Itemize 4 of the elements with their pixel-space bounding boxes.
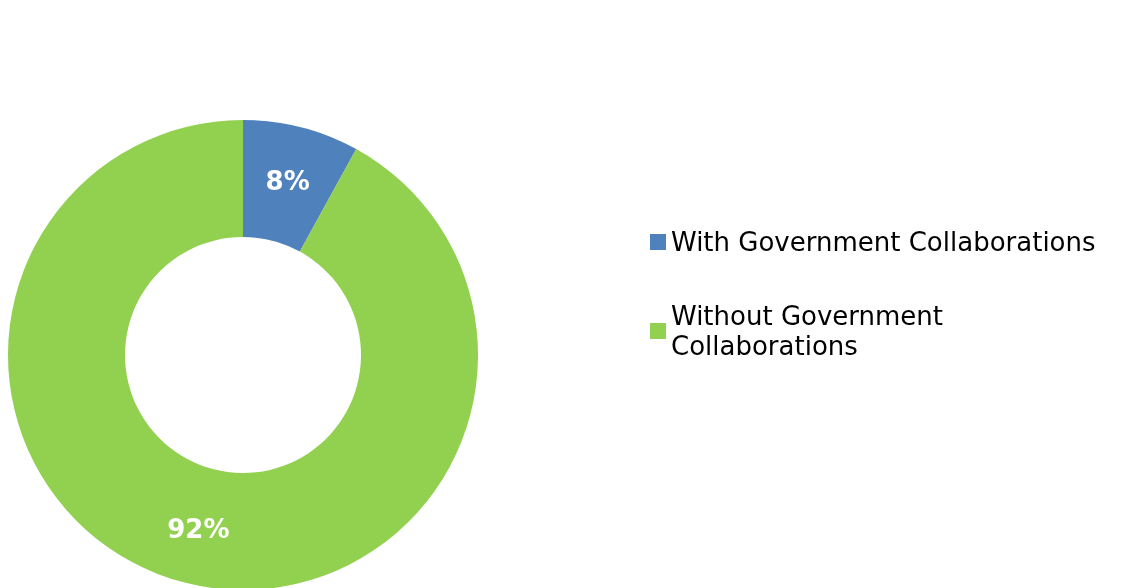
data-label: 8% bbox=[265, 166, 310, 197]
legend-label: Without Government Collaborations bbox=[671, 301, 952, 361]
legend-label: With Government Collaborations bbox=[671, 227, 1096, 257]
data-label: 92% bbox=[167, 513, 230, 544]
